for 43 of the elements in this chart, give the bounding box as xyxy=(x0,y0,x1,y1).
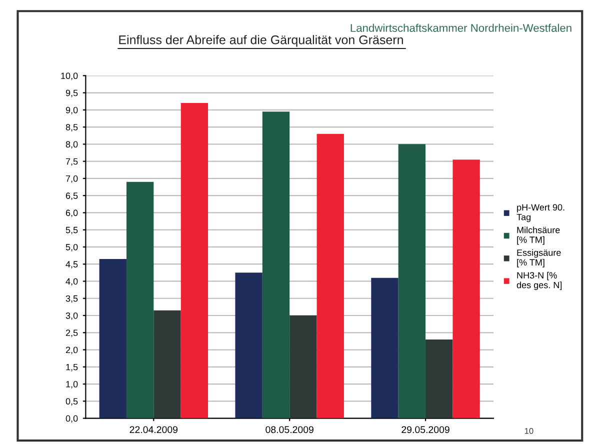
y-tick-label: 3,0 xyxy=(66,312,78,320)
bar xyxy=(426,339,453,418)
bar xyxy=(126,182,154,418)
y-tick-label: 2,5 xyxy=(66,330,78,338)
y-tick-label: 8,0 xyxy=(66,141,78,149)
x-tick-label: 29.05.2009 xyxy=(402,426,450,434)
bar xyxy=(398,144,426,418)
legend-label: Essigsäure [% TM] xyxy=(517,249,561,268)
legend-label: NH3-N [% des ges. N] xyxy=(516,272,562,290)
y-tick-label: 7,5 xyxy=(66,158,78,166)
y-tick-label: 1,5 xyxy=(66,364,78,372)
y-tick-label: 6,0 xyxy=(66,210,78,218)
y-tick-label: 8,5 xyxy=(66,124,78,132)
bar xyxy=(180,103,208,418)
chart-title: Einfluss der Abreife auf die Gärqualität von Gräsern xyxy=(119,35,403,47)
y-tick-label: 5,5 xyxy=(66,226,78,234)
bar xyxy=(290,316,317,418)
y-tick-label: 4,5 xyxy=(66,261,78,269)
y-tick-label: 0,5 xyxy=(66,398,78,406)
y-tick-label: 10,0 xyxy=(61,72,78,80)
y-tick-label: 6,5 xyxy=(66,192,78,200)
bar xyxy=(99,258,126,418)
bar xyxy=(316,134,344,418)
bar xyxy=(262,112,290,418)
legend-label: pH-Wert 90. Tag xyxy=(516,204,564,222)
bar xyxy=(371,278,398,418)
bar xyxy=(235,272,262,418)
y-tick-label: 7,0 xyxy=(66,175,78,183)
x-tick-label: 22.04.2009 xyxy=(130,426,178,434)
text: Landwirtschaftskammer Nordrhein-Westfalen xyxy=(350,24,572,32)
y-tick-label: 3,5 xyxy=(66,295,78,303)
y-tick-label: 9,5 xyxy=(66,90,78,98)
bar xyxy=(452,160,480,418)
bar xyxy=(154,310,181,418)
y-tick-label: 5,0 xyxy=(66,244,78,252)
text: 10 xyxy=(524,428,534,434)
y-tick-label: 9,0 xyxy=(66,106,78,114)
y-tick-label: 1,0 xyxy=(66,381,78,388)
y-tick-label: 0,0 xyxy=(66,415,78,423)
y-tick-label: 2,0 xyxy=(66,346,78,354)
legend-label: Milchsäure [% TM] xyxy=(517,226,560,245)
x-tick-label: 08.05.2009 xyxy=(266,426,314,434)
y-tick-label: 4,0 xyxy=(66,278,78,286)
